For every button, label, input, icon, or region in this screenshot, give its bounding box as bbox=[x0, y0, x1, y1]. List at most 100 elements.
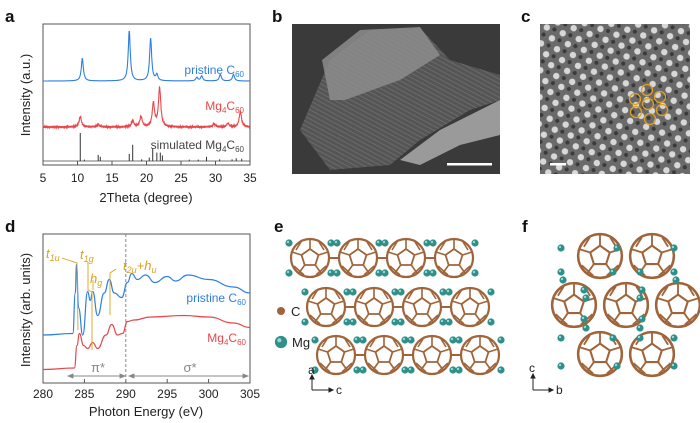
crystal-structure-e bbox=[285, 237, 505, 376]
mg-atom bbox=[638, 315, 646, 323]
mg-atom bbox=[429, 269, 437, 277]
x-tick-label: 15 bbox=[105, 171, 119, 185]
mg-atom bbox=[557, 362, 565, 370]
mg-atom bbox=[471, 239, 479, 247]
c60-molecule bbox=[550, 281, 598, 329]
legend-mg4c60: Mg4C60 bbox=[207, 331, 246, 347]
mg-atom bbox=[557, 268, 565, 276]
x-tick-label: 305 bbox=[240, 387, 260, 401]
c60-molecule bbox=[433, 237, 475, 279]
mg-atom bbox=[359, 336, 367, 344]
mg-atom bbox=[285, 269, 293, 277]
panel-label-b: b bbox=[272, 7, 282, 26]
annotation-t1g: t1g bbox=[80, 247, 94, 264]
legend-pristine: pristine C60 bbox=[186, 291, 246, 307]
c60-molecule bbox=[315, 334, 357, 376]
c60-molecule bbox=[337, 237, 379, 279]
mg-atom bbox=[285, 239, 293, 247]
mg-atom bbox=[670, 334, 678, 342]
c60-overlay bbox=[628, 83, 669, 126]
panel-label-a: a bbox=[5, 7, 15, 26]
crystal-structure-f bbox=[550, 232, 700, 378]
plot-frame bbox=[42, 233, 251, 384]
mg-atom bbox=[397, 318, 405, 326]
mg-atom bbox=[670, 362, 678, 370]
mg-atom bbox=[333, 269, 341, 277]
legend-simulated: simulated Mg4C60 bbox=[151, 138, 245, 154]
c60-molecule bbox=[289, 237, 331, 279]
mg4c60-xrd-line bbox=[42, 86, 251, 131]
mg-atom bbox=[636, 294, 644, 302]
mg-atom bbox=[582, 294, 590, 302]
x-axis-label: 2Theta (degree) bbox=[99, 190, 192, 205]
annotation-t2u-hu: t2u+hu bbox=[123, 258, 156, 275]
mg-atom bbox=[580, 315, 588, 323]
mg-atom bbox=[670, 268, 678, 276]
c60-molecule bbox=[305, 286, 347, 328]
x-tick-label: 280 bbox=[33, 387, 53, 401]
mg-atom bbox=[455, 366, 463, 374]
x-tick-label: 285 bbox=[74, 387, 94, 401]
mg-atom bbox=[455, 336, 463, 344]
x-tick-label: 30 bbox=[209, 171, 223, 185]
c60-molecule bbox=[449, 286, 491, 328]
x-tick-label: 25 bbox=[174, 171, 188, 185]
mg-atom bbox=[445, 288, 453, 296]
axes-indicator-f bbox=[530, 372, 555, 393]
mg-atom bbox=[471, 269, 479, 277]
pristine-xas-line bbox=[42, 263, 251, 336]
axis-c-label: c bbox=[336, 383, 342, 397]
panel-label-f: f bbox=[522, 217, 528, 236]
mg-atom bbox=[636, 334, 644, 342]
pristine-xrd-line bbox=[43, 30, 250, 82]
mg-atom bbox=[381, 239, 389, 247]
mg-atom bbox=[333, 239, 341, 247]
mg-atom bbox=[445, 318, 453, 326]
annotation-hg: hg bbox=[90, 271, 102, 288]
x-tick-label: 35 bbox=[243, 171, 257, 185]
x-tick-label: 5 bbox=[40, 171, 47, 185]
panel-label-e: e bbox=[274, 217, 283, 236]
xas-plot: Intensity (arb. units) Photon Energy (eV… bbox=[18, 233, 260, 419]
x-tick-label: 10 bbox=[71, 171, 85, 185]
mg-atom bbox=[636, 324, 644, 332]
mg-atom bbox=[582, 324, 590, 332]
mg-atom bbox=[559, 276, 567, 284]
mg-atom bbox=[349, 288, 357, 296]
mg-atom bbox=[487, 318, 495, 326]
mg-atom bbox=[609, 268, 617, 276]
mg-atom bbox=[301, 288, 309, 296]
c60-molecule bbox=[459, 334, 501, 376]
mg-atom bbox=[429, 239, 437, 247]
xrd-plot: Intensity (a.u.) 2Theta (degree) 5 10 15 20… bbox=[18, 23, 257, 205]
mg-atom bbox=[497, 336, 505, 344]
mg-atom bbox=[407, 366, 415, 374]
mg-atom-legend-icon bbox=[274, 335, 288, 349]
mg-atom bbox=[301, 318, 309, 326]
scale-bar bbox=[447, 163, 492, 166]
legend-mg4c60: Mg4C60 bbox=[205, 99, 244, 115]
axis-c-label: c bbox=[529, 361, 535, 375]
panel-label-d: d bbox=[5, 217, 15, 236]
x-tick-label: 300 bbox=[199, 387, 219, 401]
mg-atom bbox=[580, 286, 588, 294]
annotation-t1u: t1u bbox=[46, 246, 60, 263]
c60-molecule bbox=[353, 286, 395, 328]
mg-atom bbox=[487, 288, 495, 296]
mg-atom bbox=[638, 286, 646, 294]
mg-atom bbox=[311, 336, 319, 344]
mg-atom bbox=[613, 244, 621, 252]
mg-atom bbox=[557, 334, 565, 342]
mg-atom bbox=[497, 366, 505, 374]
mg-atom bbox=[407, 336, 415, 344]
c60-molecule bbox=[385, 237, 427, 279]
legend-pristine: pristine C60 bbox=[184, 63, 244, 79]
y-axis-label: Intensity (arb. units) bbox=[18, 253, 33, 367]
y-axis-label: Intensity (a.u.) bbox=[18, 54, 33, 136]
x-axis-label: Photon Energy (eV) bbox=[89, 404, 203, 419]
c-atom-legend-icon bbox=[277, 307, 285, 315]
mg4c60-xas-line bbox=[42, 314, 251, 371]
mg-atom bbox=[359, 366, 367, 374]
x-tick-label: 20 bbox=[140, 171, 154, 185]
